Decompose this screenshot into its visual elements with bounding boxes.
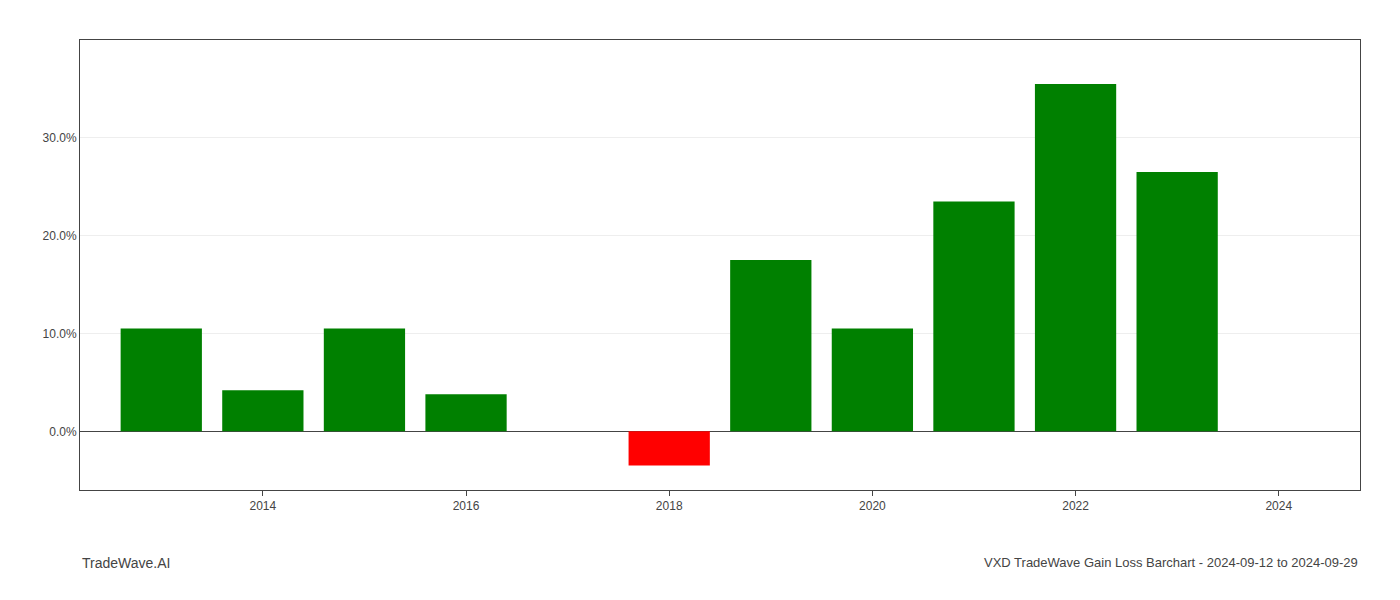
- svg-text:2022: 2022: [1062, 499, 1089, 513]
- svg-text:2018: 2018: [656, 499, 683, 513]
- svg-text:20.0%: 20.0%: [43, 229, 77, 243]
- svg-text:0.0%: 0.0%: [49, 425, 77, 439]
- svg-text:2016: 2016: [453, 499, 480, 513]
- svg-text:VXD TradeWave Gain Loss Barcha: VXD TradeWave Gain Loss Barchart - 2024-…: [984, 555, 1358, 570]
- svg-text:TradeWave.AI: TradeWave.AI: [82, 555, 170, 571]
- svg-text:2014: 2014: [250, 499, 277, 513]
- svg-text:2024: 2024: [1265, 499, 1292, 513]
- svg-text:10.0%: 10.0%: [43, 327, 77, 341]
- svg-text:30.0%: 30.0%: [43, 131, 77, 145]
- svg-text:2020: 2020: [859, 499, 886, 513]
